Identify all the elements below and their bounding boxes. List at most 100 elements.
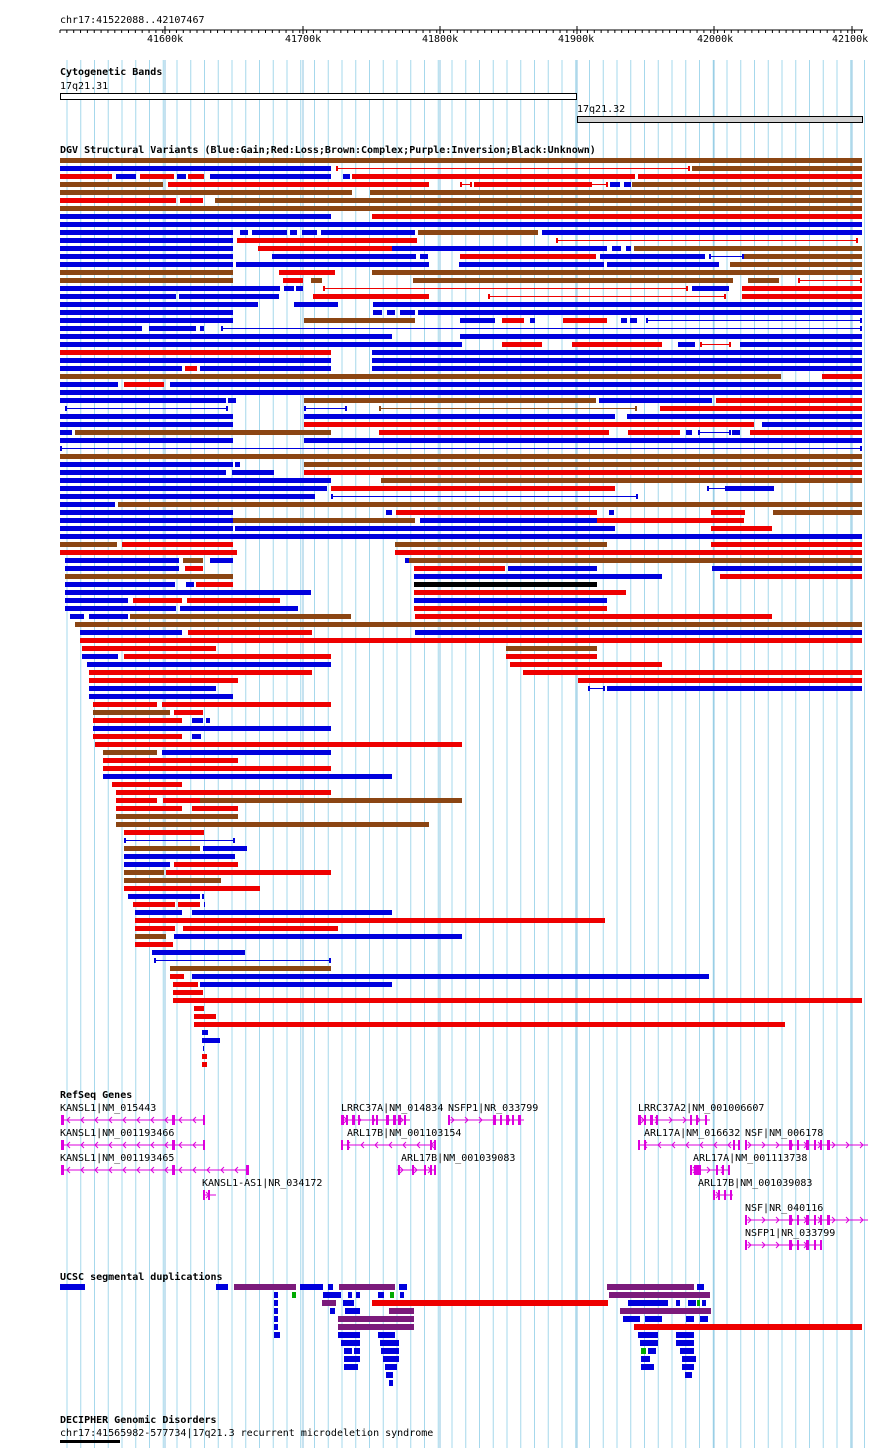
variant-bar[interactable]: [60, 174, 112, 179]
variant-bar[interactable]: [135, 926, 175, 931]
variant-bar[interactable]: [60, 278, 233, 283]
variant-bar[interactable]: [65, 582, 175, 587]
variant-bar[interactable]: [60, 550, 237, 555]
variant-bar[interactable]: [133, 598, 182, 603]
variant-bar[interactable]: [116, 790, 331, 795]
variant-bar[interactable]: [60, 470, 226, 475]
variant-bar[interactable]: [607, 686, 862, 691]
variant-bar[interactable]: [202, 894, 204, 899]
variant-bar[interactable]: [698, 432, 731, 433]
variant-bar[interactable]: [89, 678, 238, 683]
variant-bar[interactable]: [395, 550, 862, 555]
variant-bar[interactable]: [414, 606, 607, 611]
variant-bar[interactable]: [152, 950, 245, 955]
segdup-track-title[interactable]: UCSC segmental duplications: [60, 1272, 223, 1283]
variant-bar[interactable]: [60, 166, 331, 171]
variant-bar[interactable]: [60, 478, 331, 483]
variant-bar[interactable]: [60, 254, 233, 259]
variant-bar[interactable]: [630, 318, 637, 323]
variant-bar[interactable]: [135, 918, 605, 923]
segdup-bar[interactable]: [682, 1356, 696, 1362]
variant-bar[interactable]: [60, 430, 72, 435]
segdup-bar[interactable]: [641, 1364, 654, 1370]
variant-bar[interactable]: [194, 1022, 785, 1027]
segdup-bar[interactable]: [700, 1316, 708, 1322]
variant-bar[interactable]: [460, 334, 862, 339]
variant-bar[interactable]: [762, 422, 862, 427]
variant-bar[interactable]: [279, 270, 335, 275]
variant-bar[interactable]: [65, 590, 311, 595]
segdup-bar[interactable]: [389, 1308, 414, 1314]
variant-bar[interactable]: [60, 302, 258, 307]
variant-bar[interactable]: [420, 254, 428, 259]
variant-bar[interactable]: [60, 366, 182, 371]
variant-bar[interactable]: [130, 614, 351, 619]
variant-bar[interactable]: [610, 182, 620, 187]
variant-bar[interactable]: [343, 174, 350, 179]
variant-bar[interactable]: [210, 558, 233, 563]
segdup-bar[interactable]: [274, 1300, 278, 1306]
gene-label[interactable]: KANSL1-AS1|NR_034172: [202, 1178, 323, 1189]
segdup-bar[interactable]: [640, 1340, 658, 1346]
segdup-bar[interactable]: [697, 1284, 704, 1290]
variant-bar[interactable]: [627, 414, 862, 419]
gene-label[interactable]: NSF|NM_006178: [745, 1128, 824, 1139]
variant-bar[interactable]: [80, 630, 182, 635]
variant-bar[interactable]: [200, 798, 462, 803]
variant-bar[interactable]: [313, 294, 429, 299]
segdup-bar[interactable]: [339, 1284, 395, 1290]
variant-bar[interactable]: [506, 646, 597, 651]
variant-bar[interactable]: [124, 862, 170, 867]
variant-bar[interactable]: [65, 566, 179, 571]
variant-bar[interactable]: [124, 846, 200, 851]
variant-bar[interactable]: [60, 438, 233, 443]
variant-bar[interactable]: [93, 718, 182, 723]
variant-bar[interactable]: [154, 960, 331, 961]
variant-bar[interactable]: [415, 614, 772, 619]
variant-bar[interactable]: [542, 230, 862, 235]
dgv-track-title[interactable]: DGV Structural Variants (Blue:Gain;Red:L…: [60, 145, 596, 156]
variant-bar[interactable]: [202, 1038, 220, 1043]
variant-bar[interactable]: [392, 246, 607, 251]
variant-bar[interactable]: [258, 246, 392, 251]
decipher-feature[interactable]: [60, 1440, 120, 1443]
variant-bar[interactable]: [82, 646, 216, 651]
segdup-bar[interactable]: [354, 1348, 360, 1354]
variant-bar[interactable]: [372, 214, 862, 219]
variant-bar[interactable]: [414, 566, 505, 571]
variant-bar[interactable]: [60, 454, 862, 459]
variant-bar[interactable]: [75, 430, 331, 435]
segdup-bar[interactable]: [330, 1308, 335, 1314]
variant-bar[interactable]: [89, 686, 216, 691]
variant-bar[interactable]: [414, 590, 626, 595]
variant-bar[interactable]: [395, 542, 607, 547]
variant-bar[interactable]: [60, 502, 115, 507]
variant-bar[interactable]: [60, 374, 781, 379]
variant-bar[interactable]: [82, 654, 118, 659]
variant-bar[interactable]: [60, 310, 233, 315]
variant-bar[interactable]: [116, 806, 182, 811]
variant-bar[interactable]: [709, 256, 744, 257]
variant-bar[interactable]: [116, 822, 429, 827]
variant-bar[interactable]: [228, 398, 236, 403]
variant-bar[interactable]: [70, 614, 84, 619]
variant-bar[interactable]: [488, 296, 726, 297]
variant-bar[interactable]: [612, 246, 621, 251]
variant-bar[interactable]: [626, 246, 631, 251]
variant-bar[interactable]: [638, 174, 862, 179]
variant-bar[interactable]: [607, 262, 719, 267]
variant-bar[interactable]: [206, 718, 210, 723]
variant-bar[interactable]: [173, 990, 203, 995]
variant-bar[interactable]: [124, 854, 235, 859]
variant-bar[interactable]: [60, 518, 233, 523]
segdup-bar[interactable]: [356, 1292, 360, 1298]
variant-bar[interactable]: [180, 606, 298, 611]
variant-bar[interactable]: [740, 342, 862, 347]
variant-bar[interactable]: [149, 326, 196, 331]
variant-bar[interactable]: [387, 310, 395, 315]
variant-bar[interactable]: [174, 934, 462, 939]
variant-bar[interactable]: [396, 510, 597, 515]
variant-bar[interactable]: [460, 318, 495, 323]
variant-bar[interactable]: [556, 240, 858, 241]
variant-bar[interactable]: [60, 462, 233, 467]
